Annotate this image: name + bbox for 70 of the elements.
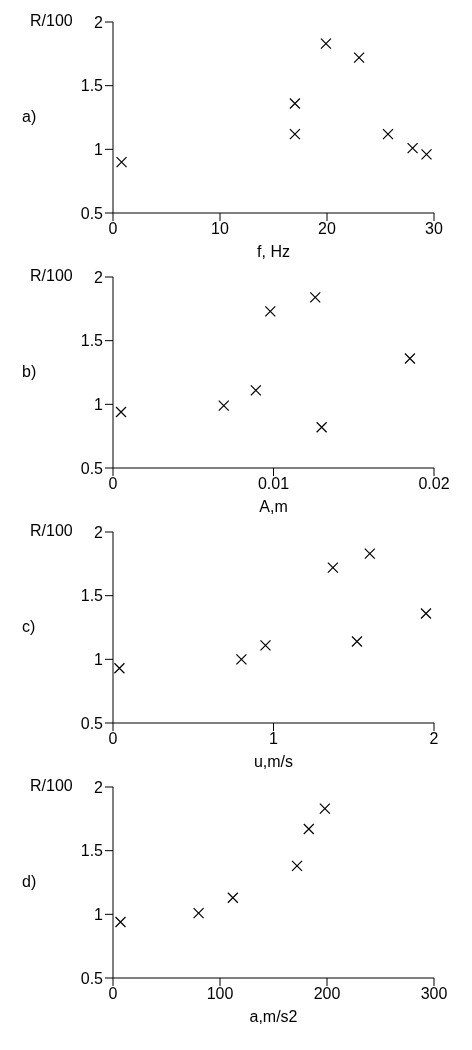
y-tick-label: 2 <box>94 778 104 796</box>
point <box>193 907 205 919</box>
x-tick-label: 1 <box>269 730 279 748</box>
point <box>420 607 432 620</box>
point <box>320 38 332 50</box>
x-tick-label: 10 <box>211 220 229 238</box>
point <box>264 305 276 317</box>
point <box>364 548 376 560</box>
x-axis-title: f, Hz <box>257 243 290 260</box>
point <box>259 639 272 651</box>
y-tick-label: 2 <box>94 13 104 31</box>
text: b) <box>22 362 37 381</box>
y-tick-label: 0.5 <box>80 459 104 477</box>
x-tick-label: 0 <box>108 985 118 1003</box>
text: a) <box>22 107 37 126</box>
y-axis-title: R/100 <box>30 267 73 285</box>
x-tick-label: 0.02 <box>418 475 450 493</box>
point <box>404 352 416 365</box>
x-axis-title: a,m/s2 <box>249 1008 298 1025</box>
point <box>227 892 239 904</box>
x-tick-label: 0 <box>108 730 118 748</box>
point <box>319 803 331 815</box>
point <box>289 128 301 140</box>
x-tick-label: 30 <box>425 220 443 238</box>
text: d) <box>22 872 37 891</box>
x-tick-label: 200 <box>313 985 341 1003</box>
y-tick-label: 1.5 <box>80 77 104 95</box>
y-tick-label: 1 <box>94 141 104 159</box>
x-tick-label: 0 <box>108 475 118 493</box>
y-tick-label: 1 <box>94 651 104 669</box>
point <box>316 421 328 433</box>
point <box>235 653 247 665</box>
point <box>289 97 301 110</box>
y-tick-label: 1 <box>94 396 104 414</box>
x-axis-title: A,m <box>259 498 288 515</box>
y-tick-label: 2 <box>94 268 104 286</box>
x-tick-label: 0 <box>108 220 118 238</box>
y-tick-label: 1.5 <box>80 842 104 860</box>
y-tick-label: 0.5 <box>80 714 104 732</box>
point <box>115 156 128 168</box>
point <box>309 291 321 303</box>
point <box>353 52 365 64</box>
y-tick-label: 2 <box>94 523 104 541</box>
point <box>351 635 363 648</box>
point <box>115 406 127 418</box>
y-tick-label: 1.5 <box>80 332 104 350</box>
y-tick-label: 0.5 <box>80 969 104 987</box>
x-tick-label: 0.01 <box>257 475 290 493</box>
y-axis-title: R/100 <box>30 522 73 540</box>
x-axis-title: u,m/s <box>253 753 294 770</box>
point <box>114 916 127 928</box>
y-tick-label: 1.5 <box>80 587 104 605</box>
x-tick-label: 2 <box>429 730 439 748</box>
point <box>250 384 262 396</box>
y-axis-title: R/100 <box>30 12 73 30</box>
point <box>113 662 126 674</box>
point <box>407 142 419 154</box>
text: c) <box>22 617 36 636</box>
point <box>420 148 433 161</box>
y-tick-label: 1 <box>94 906 104 924</box>
x-tick-label: 100 <box>206 985 234 1003</box>
point <box>382 128 394 140</box>
y-tick-label: 0.5 <box>80 204 104 222</box>
point <box>218 400 230 412</box>
point <box>291 860 303 872</box>
x-tick-label: 300 <box>420 985 448 1003</box>
y-axis-title: R/100 <box>30 777 73 795</box>
point <box>327 562 339 574</box>
point <box>303 823 315 835</box>
x-tick-label: 20 <box>318 220 336 238</box>
